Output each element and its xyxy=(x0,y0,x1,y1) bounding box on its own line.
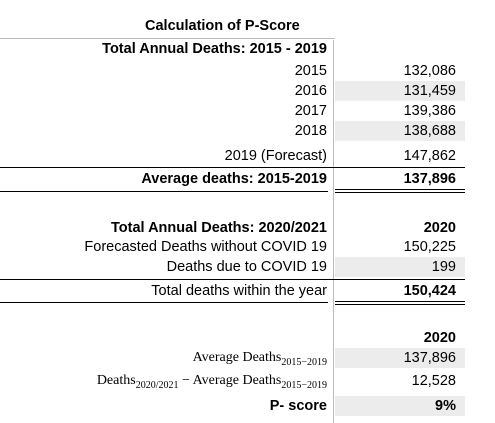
row-label: 2016 xyxy=(294,83,327,99)
row-value: 12,528 xyxy=(411,373,456,389)
year-header: 2020 xyxy=(423,330,456,346)
row-label: 2017 xyxy=(294,103,327,119)
row-value: 150,225 xyxy=(403,239,456,255)
section-heading: Total Annual Deaths: 2015 - 2019 xyxy=(102,41,327,57)
title: Calculation of P-Score xyxy=(145,18,300,34)
formula-text: Average Deaths xyxy=(192,350,282,365)
row-value: 138,688 xyxy=(335,121,465,141)
row-value: 132,086 xyxy=(403,63,456,79)
row-label: 2018 xyxy=(294,123,327,139)
formula-subscript: 2015−2019 xyxy=(281,356,327,368)
formula-subscript: 2020/2021 xyxy=(135,379,179,391)
total-label: Total deaths within the year xyxy=(151,283,327,299)
total-label: Average deaths: 2015-2019 xyxy=(141,171,327,187)
formula-text: Deaths xyxy=(96,373,136,388)
formula-text: − Average Deaths xyxy=(178,373,282,388)
row-value: 147,862 xyxy=(403,148,456,164)
row-label: Forecasted Deaths without COVID 19 xyxy=(84,239,327,255)
formula-label: Average Deaths2015−2019 xyxy=(0,348,327,368)
row-label: 2015 xyxy=(294,63,327,79)
rule xyxy=(0,38,335,39)
row-value: 199 xyxy=(335,257,465,277)
double-rule xyxy=(335,189,465,193)
pscore-label: P- score xyxy=(269,398,327,414)
row-value: 139,386 xyxy=(403,103,456,119)
row-value: 131,459 xyxy=(335,81,465,101)
column-divider xyxy=(333,40,334,423)
pscore-value: 9% xyxy=(335,396,465,416)
section-heading: Total Annual Deaths: 2020/2021 xyxy=(111,220,327,236)
row-label: Deaths due to COVID 19 xyxy=(166,259,327,275)
formula-subscript: 2015−2019 xyxy=(281,379,327,391)
total-value: 150,424 xyxy=(403,283,456,299)
formula-label: Deaths2020/2021 − Average Deaths2015−201… xyxy=(0,371,327,391)
double-rule xyxy=(335,301,465,305)
rule xyxy=(0,191,328,192)
rule xyxy=(0,302,328,303)
year-header: 2020 xyxy=(423,220,456,236)
row-value: 137,896 xyxy=(335,348,465,368)
total-value: 137,896 xyxy=(403,171,456,187)
rule xyxy=(0,279,465,280)
row-label: 2019 (Forecast) xyxy=(224,148,327,164)
rule xyxy=(0,167,465,168)
